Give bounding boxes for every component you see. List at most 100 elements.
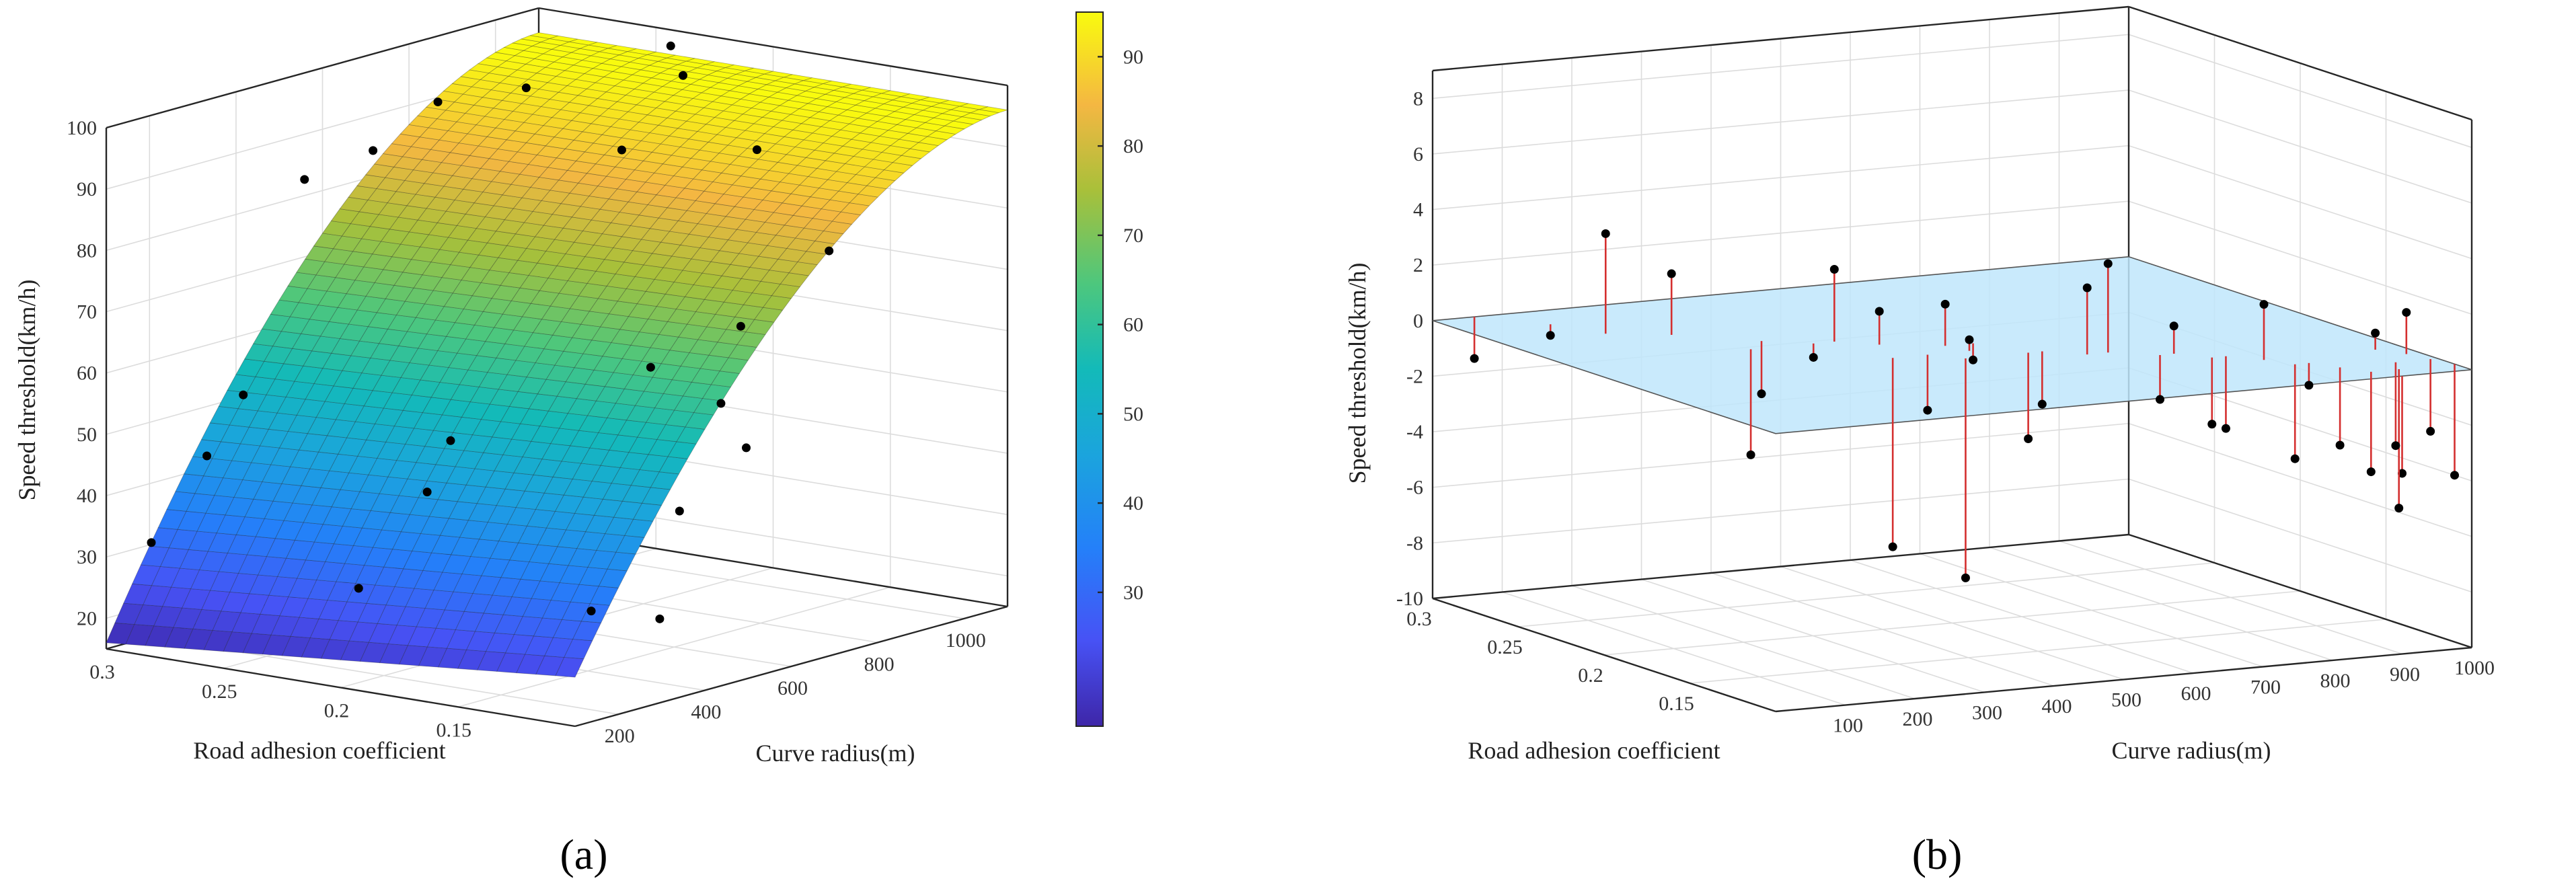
data-point [586, 607, 596, 616]
colorbar-tick-label: 40 [1123, 492, 1143, 514]
data-point [2394, 504, 2404, 513]
axis-line [1775, 646, 2472, 713]
data-point [446, 436, 455, 445]
data-point [2450, 471, 2459, 480]
z-tick-label: -8 [1406, 532, 1423, 554]
data-point [2335, 440, 2345, 450]
data-point [1888, 542, 1897, 551]
z-tick-label: 80 [77, 239, 97, 262]
axis-line [574, 605, 1008, 728]
data-point [369, 146, 378, 155]
data-point [2290, 454, 2300, 463]
data-point [2371, 328, 2380, 338]
panel-b-caption: (b) [1912, 830, 1963, 878]
x-tick-label: 0.3 [89, 661, 115, 683]
colorbar-tick-label: 70 [1123, 225, 1143, 247]
x-tick-label: 0.15 [1659, 693, 1694, 715]
data-point [2156, 395, 2164, 404]
data-point [2037, 399, 2047, 409]
axis-line [106, 7, 539, 129]
fit-plane [1432, 256, 2472, 434]
data-point [1940, 299, 1950, 309]
data-point [2426, 426, 2435, 436]
z-tick-label: -6 [1406, 477, 1423, 499]
grid-line [1603, 590, 2301, 656]
data-point [666, 41, 675, 50]
y-tick-label: 1000 [2454, 657, 2495, 679]
colorbar-tick-label: 50 [1123, 403, 1143, 425]
axis-line [2128, 5, 2472, 121]
surface-patch [979, 106, 1008, 114]
grid-line [457, 586, 891, 708]
panel-b-xlabel: Road adhesion coefficient [1468, 737, 1720, 764]
data-point [716, 399, 726, 408]
data-point [239, 390, 248, 399]
x-tick-label: 0.2 [1578, 664, 1603, 687]
colorbar-tick-label: 60 [1123, 314, 1143, 336]
y-tick-label: 400 [2042, 695, 2072, 717]
data-point [1746, 450, 1755, 459]
colorbar-ticks: 30 40 50 60 70 80 90 [1098, 46, 1143, 604]
panel-a-caption: (a) [560, 830, 607, 878]
panel-a-plot: 20 30 40 50 60 70 80 90 100 0.3 0.25 0.2 0.15 200 400 6… [13, 7, 1143, 878]
data-point [2221, 424, 2230, 433]
y-tick-label: 200 [1903, 708, 1933, 730]
panel-b-plot: 8 6 4 2 0 -2 -4 -6 -8 -100.3 0.25 0.2 0.15 100 200 300 4… [1344, 5, 2495, 878]
y-tick-label: 600 [778, 677, 808, 699]
data-point [675, 506, 684, 516]
data-point [2207, 420, 2217, 429]
panel-a-surface [106, 32, 1008, 678]
data-point [202, 451, 212, 461]
data-point [2391, 441, 2400, 451]
data-point [300, 175, 309, 184]
z-tick-label: 50 [77, 424, 97, 446]
x-tick-label: 0.2 [324, 700, 350, 722]
data-point [1809, 352, 1818, 362]
data-point [655, 614, 665, 623]
z-tick-label: 60 [77, 362, 97, 385]
data-point [1667, 269, 1676, 278]
colorbar [1075, 11, 1104, 727]
y-tick-label: 200 [605, 725, 635, 747]
data-point [2366, 467, 2376, 477]
data-point [422, 488, 432, 497]
z-tick-label: -4 [1406, 421, 1423, 443]
z-tick-label: -2 [1406, 365, 1423, 387]
data-point [147, 538, 156, 547]
data-point [1961, 573, 1970, 582]
axis-line [106, 648, 576, 728]
panel-b-plane [1432, 256, 2472, 434]
y-tick-label: 100 [1833, 715, 1863, 737]
data-point [2304, 381, 2314, 390]
data-point [1757, 389, 1766, 399]
x-tick-label: 0.3 [1406, 608, 1432, 630]
x-tick-label: 0.25 [202, 681, 237, 703]
data-point [617, 145, 626, 155]
data-point [679, 71, 687, 80]
z-tick-label: 30 [77, 546, 97, 568]
z-tick-label: 4 [1413, 199, 1423, 221]
data-point [521, 83, 531, 93]
panel-a-ticks: 20 30 40 50 60 70 80 90 100 0.3 0.25 0.2 0.15 200 400 6… [67, 117, 986, 747]
axis-line [1432, 533, 2129, 600]
panel-b-zlabel: Speed threshold(km/h) [1344, 263, 1371, 484]
y-tick-label: 400 [691, 701, 721, 724]
data-point [1546, 331, 1555, 340]
z-tick-label: 70 [77, 301, 97, 323]
data-point [1601, 229, 1610, 238]
axis-line [538, 7, 1008, 87]
x-tick-label: 0.25 [1487, 636, 1523, 658]
y-tick-label: 300 [1972, 702, 2002, 724]
data-point [354, 584, 363, 593]
data-point [742, 443, 751, 453]
data-point [2402, 308, 2411, 317]
panel-a-ylabel: Curve radius(m) [756, 740, 915, 767]
data-point [2103, 259, 2113, 268]
z-tick-label: 90 [77, 178, 97, 200]
data-point [2398, 469, 2407, 478]
data-point [1969, 355, 1978, 364]
panel-a-xlabel: Road adhesion coefficient [193, 737, 445, 764]
z-tick-label: 8 [1413, 87, 1423, 110]
y-tick-label: 800 [864, 653, 895, 675]
